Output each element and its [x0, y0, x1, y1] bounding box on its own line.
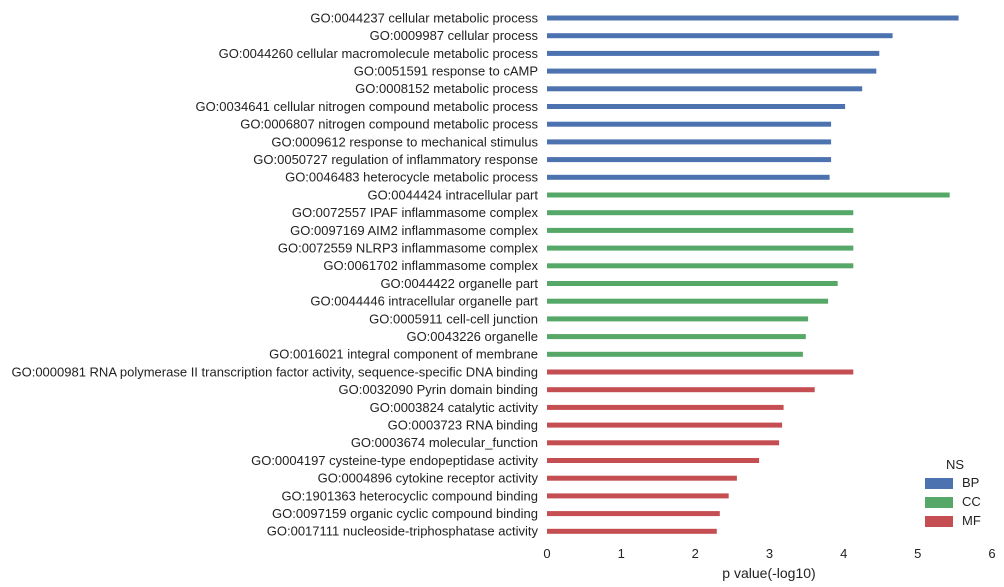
bar-mf-26	[547, 458, 760, 463]
bar-bp-9	[547, 157, 832, 163]
category-label: GO:0017111 nucleoside-triphosphatase act…	[267, 524, 539, 539]
category-label: GO:0034641 cellular nitrogen compound me…	[195, 99, 538, 114]
legend-label-cc: CC	[962, 494, 981, 509]
category-label: GO:0008152 metabolic process	[355, 81, 538, 96]
x-axis-ticks: 0 1 2 3 4 5 6	[543, 546, 995, 561]
bar-cc-12	[547, 210, 854, 216]
bar-mf-27	[547, 475, 737, 481]
category-label: GO:0005911 cell-cell junction	[369, 311, 538, 326]
bar-bp-4	[547, 68, 877, 74]
bar-cc-17	[547, 298, 829, 304]
bar-bp-5	[547, 86, 863, 92]
bar-bp-7	[547, 121, 832, 127]
legend-label-mf: MF	[962, 513, 981, 528]
bar-mf-29	[547, 511, 720, 517]
x-tick-label: 4	[840, 546, 847, 561]
bar-bp-2	[547, 33, 893, 39]
legend-swatch-mf	[925, 516, 953, 527]
x-axis-title: p value(-log10)	[722, 565, 815, 581]
category-label: GO:0044237 cellular metabolic process	[310, 10, 538, 25]
legend: NS BP CC MF	[925, 457, 981, 528]
bar-cc-15	[547, 263, 854, 269]
bar-bp-6	[547, 104, 846, 109]
category-label: GO:0009612 response to mechanical stimul…	[271, 134, 538, 149]
category-label: GO:0004197 cysteine-type endopeptidase a…	[251, 453, 538, 468]
x-tick-label: 6	[988, 546, 995, 561]
category-labels: GO:0044237 cellular metabolic process GO:…	[11, 10, 538, 538]
category-label: GO:0009987 cellular process	[370, 28, 539, 43]
category-label: GO:0003824 catalytic activity	[370, 400, 539, 415]
category-label: GO:0061702 inflammasome complex	[323, 258, 538, 273]
category-label: GO:0032090 Pyrin domain binding	[339, 382, 538, 397]
legend-title: NS	[946, 457, 964, 472]
category-label: GO:0072557 IPAF inflammasome complex	[292, 205, 539, 220]
bar-cc-19	[547, 334, 806, 340]
bar-mf-22	[547, 387, 815, 393]
bar-cc-18	[547, 316, 809, 322]
bar-bp-8	[547, 139, 832, 145]
category-label: GO:0044260 cellular macromolecule metabo…	[219, 46, 539, 61]
category-label: GO:0044424 intracellular part	[367, 187, 538, 202]
category-label: GO:0044422 organelle part	[380, 276, 538, 291]
bar-mf-28	[547, 493, 729, 499]
x-tick-label: 2	[692, 546, 699, 561]
category-label: GO:0003674 molecular_function	[351, 435, 538, 450]
bar-bp-1	[547, 15, 959, 21]
category-label: GO:0006807 nitrogen compound metabolic p…	[240, 117, 538, 132]
x-tick-label: 3	[766, 546, 773, 561]
x-tick-label: 1	[618, 546, 625, 561]
bar-cc-13	[547, 227, 854, 233]
category-label: GO:0043226 organelle	[406, 329, 538, 344]
bar-mf-21	[547, 369, 854, 375]
category-label: GO:0072559 NLRP3 inflammasome complex	[278, 241, 539, 256]
category-label: GO:0050727 regulation of inflammatory re…	[253, 152, 538, 167]
x-tick-label: 0	[543, 546, 550, 561]
legend-swatch-bp	[925, 478, 953, 489]
category-label: GO:1901363 heterocyclic compound binding	[281, 488, 538, 503]
category-label: GO:0097159 organic cyclic compound bindi…	[272, 506, 538, 521]
bar-mf-30	[547, 528, 717, 534]
category-label: GO:0044446 intracellular organelle part	[310, 294, 538, 309]
legend-swatch-cc	[925, 497, 953, 508]
bar-mf-24	[547, 422, 783, 428]
category-label: GO:0051591 response to cAMP	[354, 64, 538, 79]
bar-cc-20	[547, 351, 803, 357]
bar-cc-11	[547, 192, 950, 198]
bar-bp-3	[547, 50, 880, 56]
category-label: GO:0004896 cytokine receptor activity	[318, 471, 539, 486]
bar-bp-10	[547, 174, 830, 180]
bar-mf-25	[547, 440, 780, 446]
bar-cc-16	[547, 281, 838, 286]
category-label: GO:0097169 AIM2 inflammasome complex	[290, 223, 538, 238]
category-label: GO:0046483 heterocycle metabolic process	[285, 170, 538, 185]
category-label: GO:0000981 RNA polymerase II transcripti…	[11, 364, 538, 379]
category-label: GO:0003723 RNA binding	[388, 418, 538, 433]
legend-label-bp: BP	[962, 475, 979, 490]
bar-mf-23	[547, 404, 784, 410]
x-tick-label: 5	[914, 546, 921, 561]
bar-cc-14	[547, 245, 854, 251]
legend-items: BP CC MF	[925, 475, 981, 528]
bars-layer	[547, 15, 959, 534]
category-label: GO:0016021 integral component of membran…	[269, 347, 538, 362]
